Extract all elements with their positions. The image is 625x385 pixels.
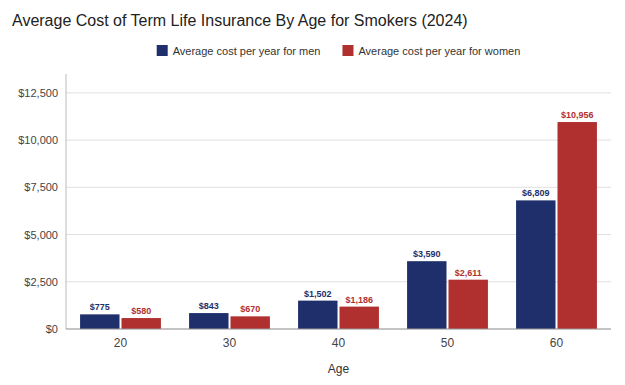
y-tick-label: $5,000	[24, 229, 58, 241]
data-label: $775	[90, 302, 110, 312]
title: Average Cost of Term Life Insurance By A…	[12, 12, 468, 29]
data-label: $670	[240, 304, 260, 314]
bar	[122, 318, 161, 329]
x-tick-label: 30	[223, 336, 237, 350]
bars	[80, 122, 597, 329]
data-label: $2,611	[455, 268, 482, 278]
data-label: $3,590	[413, 249, 441, 259]
y-axis-line	[66, 74, 67, 329]
bar	[340, 307, 379, 329]
grid-line	[66, 329, 611, 330]
data-label: $10,956	[561, 110, 594, 120]
data-label: $1,502	[304, 289, 332, 299]
x-axis-line	[66, 329, 611, 330]
legend-item: Average cost per year for women	[342, 45, 520, 57]
grid-line	[66, 92, 611, 93]
chart-container: Average Cost of Term Life Insurance By A…	[0, 0, 625, 385]
data-label: $843	[199, 301, 219, 311]
data-labels: $775 $843 $1,502 $3,590 $6,809 $580 $670 $1,186…	[90, 110, 594, 316]
x-axis-label: Age	[328, 362, 350, 376]
y-tick-label: $7,500	[24, 181, 58, 193]
legend-label: Average cost per year for women	[358, 45, 520, 57]
bar	[516, 200, 555, 329]
x-axis: 20 30 40 50 60 Age	[66, 329, 611, 376]
legend-label: Average cost per year for men	[173, 45, 321, 57]
y-axis: $0 $2,500 $5,000 $7,500 $10,000 $12,500	[18, 74, 611, 335]
bar	[189, 313, 228, 329]
y-tick-label: $10,000	[18, 134, 58, 146]
bar	[407, 261, 446, 329]
bar	[298, 301, 337, 329]
legend: Average cost per year for men Average cos…	[157, 45, 521, 57]
x-tick-label: 50	[441, 336, 455, 350]
y-tick-label: $2,500	[24, 276, 58, 288]
chart: Average Cost of Term Life Insurance By A…	[0, 0, 625, 385]
y-tick-label: $12,500	[18, 87, 58, 99]
grid-line	[66, 140, 611, 141]
bar	[231, 316, 270, 329]
x-tick-label: 40	[332, 336, 346, 350]
data-label: $580	[131, 306, 151, 316]
bar	[80, 314, 119, 329]
data-label: $1,186	[345, 295, 373, 305]
legend-item: Average cost per year for men	[157, 45, 321, 57]
x-tick-label: 20	[114, 336, 128, 350]
y-tick-label: $0	[46, 323, 58, 335]
bar	[449, 280, 488, 329]
x-tick-label: 60	[550, 336, 564, 350]
legend-swatch	[157, 45, 168, 56]
legend-swatch	[342, 45, 353, 56]
data-label: $6,809	[522, 188, 550, 198]
bar	[558, 122, 597, 329]
